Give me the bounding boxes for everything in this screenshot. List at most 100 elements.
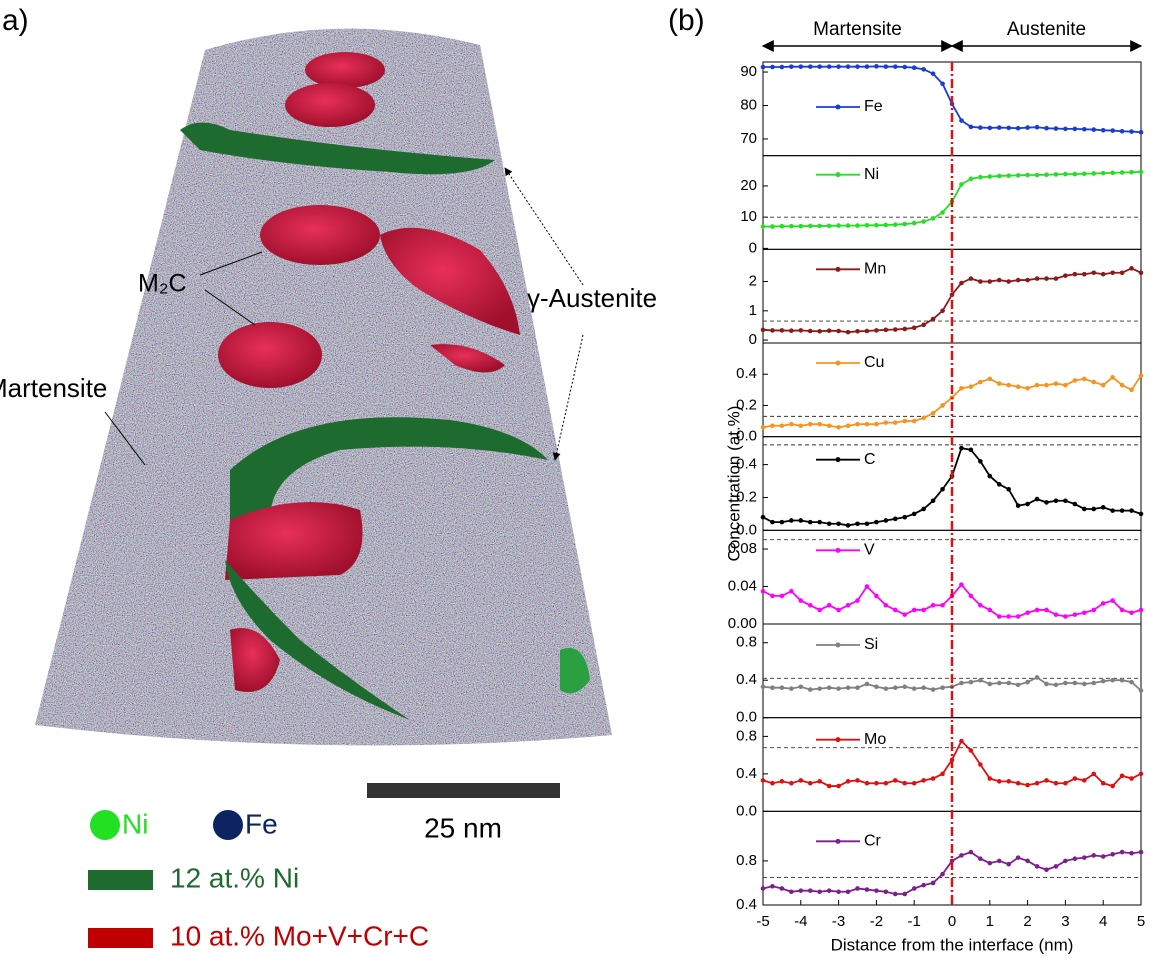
data-point (931, 71, 936, 76)
data-point (827, 784, 832, 789)
data-point (1120, 129, 1125, 134)
legend-marker (836, 361, 841, 366)
x-tick-label: 4 (1099, 913, 1107, 930)
data-point (761, 65, 766, 70)
data-point (836, 608, 841, 613)
data-point (836, 889, 841, 894)
data-point (1035, 125, 1040, 130)
scale-label: 25 nm (424, 812, 502, 843)
data-point (969, 276, 974, 281)
data-point (780, 779, 785, 784)
data-point (1035, 864, 1040, 869)
precipitate (218, 322, 322, 388)
data-point (902, 327, 907, 332)
data-point (789, 686, 794, 691)
data-point (912, 686, 917, 691)
data-point (959, 681, 964, 686)
data-point (1082, 127, 1087, 132)
data-point (770, 781, 775, 786)
data-point (770, 423, 775, 428)
data-point (808, 422, 813, 427)
data-point (997, 614, 1002, 619)
data-point (940, 487, 945, 492)
data-point (940, 403, 945, 408)
data-point (836, 521, 841, 526)
data-point (1025, 173, 1030, 178)
data-point (1129, 388, 1134, 393)
data-point (817, 224, 822, 229)
data-point (789, 889, 794, 894)
data-point (836, 784, 841, 789)
data-point (799, 64, 804, 69)
data-point (931, 498, 936, 503)
data-point (1073, 612, 1078, 617)
data-point (893, 778, 898, 783)
data-point (846, 523, 851, 528)
data-point (770, 884, 775, 889)
y-tick-label: 0.8 (736, 634, 757, 651)
y-tick-label: 20 (740, 177, 757, 194)
data-point (1054, 276, 1059, 281)
data-point (1091, 608, 1096, 613)
y-tick-label: 0.4 (736, 765, 757, 782)
data-point (1110, 128, 1115, 133)
data-point (1073, 856, 1078, 861)
data-point (931, 216, 936, 221)
data-point (988, 608, 993, 613)
data-point (1006, 487, 1011, 492)
data-point (902, 612, 907, 617)
data-point (902, 419, 907, 424)
x-tick-label: 0 (948, 913, 956, 930)
data-point (846, 685, 851, 690)
legend-label: Ni (122, 808, 148, 839)
x-tick-label: -1 (908, 913, 921, 930)
data-point (1110, 598, 1115, 603)
data-point (761, 684, 766, 689)
data-point (1120, 773, 1125, 778)
data-point (874, 594, 879, 599)
data-point (969, 594, 974, 599)
legend-label: 12 at.% Ni (170, 862, 299, 893)
data-point (1129, 680, 1134, 685)
data-point (940, 685, 945, 690)
data-point (988, 682, 993, 687)
data-point (997, 681, 1002, 686)
data-point (1120, 270, 1125, 275)
x-tick-label: 2 (1023, 913, 1031, 930)
data-point (1054, 612, 1059, 617)
data-point (827, 64, 832, 69)
data-point (893, 420, 898, 425)
data-point (1016, 126, 1021, 131)
data-point (1025, 502, 1030, 507)
data-point (770, 224, 775, 229)
data-point (846, 64, 851, 69)
data-point (1016, 614, 1021, 619)
data-point (1054, 172, 1059, 177)
data-point (1091, 853, 1096, 858)
data-point (997, 482, 1002, 487)
data-point (1006, 614, 1011, 619)
data-point (789, 589, 794, 594)
y-tick-label: 0.0 (736, 521, 757, 538)
data-point (912, 886, 917, 891)
data-point (1063, 781, 1068, 786)
data-point (780, 685, 785, 690)
data-point (836, 329, 841, 334)
data-point (789, 518, 794, 523)
data-point (855, 886, 860, 891)
data-point (931, 881, 936, 886)
data-point (1082, 171, 1087, 176)
data-point (1101, 679, 1106, 684)
data-point (1082, 778, 1087, 783)
legend-marker (836, 737, 841, 742)
data-point (959, 118, 964, 123)
data-point (969, 176, 974, 181)
data-point (978, 125, 983, 130)
data-point (893, 892, 898, 897)
data-point (874, 684, 879, 689)
data-point (1044, 172, 1049, 177)
annotation: M₂C (138, 270, 187, 298)
data-point (978, 380, 983, 385)
data-point (912, 65, 917, 70)
data-point (770, 685, 775, 690)
